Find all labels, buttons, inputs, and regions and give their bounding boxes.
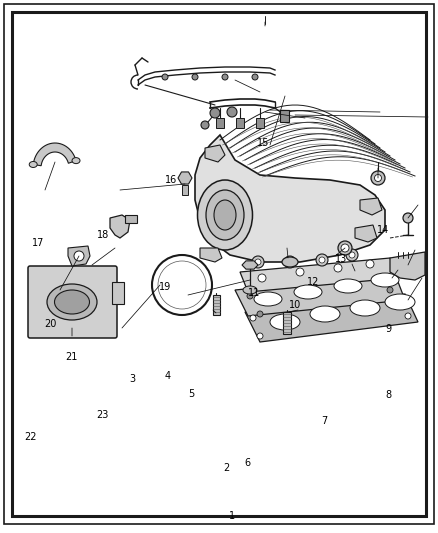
Ellipse shape — [254, 292, 282, 306]
Circle shape — [387, 287, 393, 293]
Circle shape — [252, 256, 264, 268]
Polygon shape — [245, 294, 418, 342]
Bar — [125, 215, 137, 223]
Text: 6: 6 — [244, 458, 251, 467]
Ellipse shape — [334, 279, 362, 293]
Circle shape — [338, 241, 352, 255]
Circle shape — [287, 259, 293, 265]
Ellipse shape — [214, 200, 236, 230]
Polygon shape — [110, 215, 130, 238]
Circle shape — [192, 74, 198, 80]
Ellipse shape — [54, 290, 89, 314]
Polygon shape — [390, 252, 425, 280]
Circle shape — [255, 259, 261, 265]
Polygon shape — [33, 143, 76, 166]
Text: 13: 13 — [335, 254, 347, 264]
Polygon shape — [235, 274, 405, 316]
Circle shape — [74, 251, 84, 261]
Circle shape — [374, 174, 381, 182]
Ellipse shape — [206, 190, 244, 240]
Bar — [236, 118, 244, 128]
Text: 18: 18 — [97, 230, 109, 239]
Polygon shape — [200, 248, 222, 262]
Polygon shape — [242, 261, 258, 269]
Circle shape — [366, 260, 374, 268]
Bar — [182, 185, 188, 195]
Circle shape — [405, 313, 411, 319]
Text: 4: 4 — [164, 372, 170, 381]
Text: 21: 21 — [65, 352, 77, 362]
Circle shape — [247, 293, 253, 299]
Circle shape — [258, 274, 266, 282]
Text: 1: 1 — [229, 511, 235, 521]
Ellipse shape — [385, 294, 415, 310]
Circle shape — [257, 311, 263, 317]
Text: 5: 5 — [188, 390, 194, 399]
Polygon shape — [178, 172, 192, 184]
Bar — [216, 118, 224, 128]
Circle shape — [319, 257, 325, 263]
FancyBboxPatch shape — [28, 266, 117, 338]
Text: 8: 8 — [385, 391, 392, 400]
Circle shape — [284, 256, 296, 268]
Text: 17: 17 — [32, 238, 45, 248]
Text: 12: 12 — [307, 278, 319, 287]
Text: 9: 9 — [385, 325, 392, 334]
Circle shape — [257, 333, 263, 339]
Polygon shape — [355, 225, 377, 242]
Text: 2: 2 — [223, 463, 230, 473]
Circle shape — [296, 268, 304, 276]
Text: 15: 15 — [257, 138, 269, 148]
Circle shape — [316, 254, 328, 266]
Polygon shape — [240, 258, 398, 292]
Circle shape — [341, 244, 349, 252]
Text: 19: 19 — [159, 282, 171, 292]
Circle shape — [349, 252, 355, 258]
Polygon shape — [205, 145, 225, 162]
Polygon shape — [195, 135, 385, 262]
Circle shape — [346, 249, 358, 261]
Circle shape — [334, 264, 342, 272]
Text: 14: 14 — [377, 225, 389, 235]
Circle shape — [222, 74, 228, 80]
Ellipse shape — [371, 273, 399, 287]
Text: 10: 10 — [289, 300, 301, 310]
Text: 22: 22 — [24, 432, 37, 442]
Ellipse shape — [310, 306, 340, 322]
Bar — [112, 282, 124, 304]
Circle shape — [210, 108, 220, 118]
Ellipse shape — [29, 161, 37, 167]
Circle shape — [227, 107, 237, 117]
Ellipse shape — [294, 285, 322, 299]
Circle shape — [250, 315, 256, 321]
Text: 7: 7 — [321, 416, 327, 426]
Text: 16: 16 — [165, 175, 177, 185]
Text: 3: 3 — [129, 375, 135, 384]
Text: 20: 20 — [44, 319, 56, 329]
Circle shape — [403, 213, 413, 223]
Bar — [256, 118, 264, 128]
Bar — [283, 312, 291, 334]
Ellipse shape — [282, 257, 298, 267]
Text: 11: 11 — [247, 288, 260, 298]
Bar — [280, 110, 289, 122]
Bar — [213, 295, 220, 315]
Ellipse shape — [350, 300, 380, 316]
Polygon shape — [68, 246, 90, 266]
Ellipse shape — [243, 286, 257, 294]
Ellipse shape — [270, 314, 300, 330]
Circle shape — [162, 74, 168, 80]
Ellipse shape — [198, 180, 252, 250]
Ellipse shape — [72, 158, 80, 164]
Text: 23: 23 — [96, 410, 109, 419]
Circle shape — [201, 121, 209, 129]
Circle shape — [371, 171, 385, 185]
Ellipse shape — [47, 284, 97, 320]
Polygon shape — [360, 198, 382, 215]
Circle shape — [252, 74, 258, 80]
